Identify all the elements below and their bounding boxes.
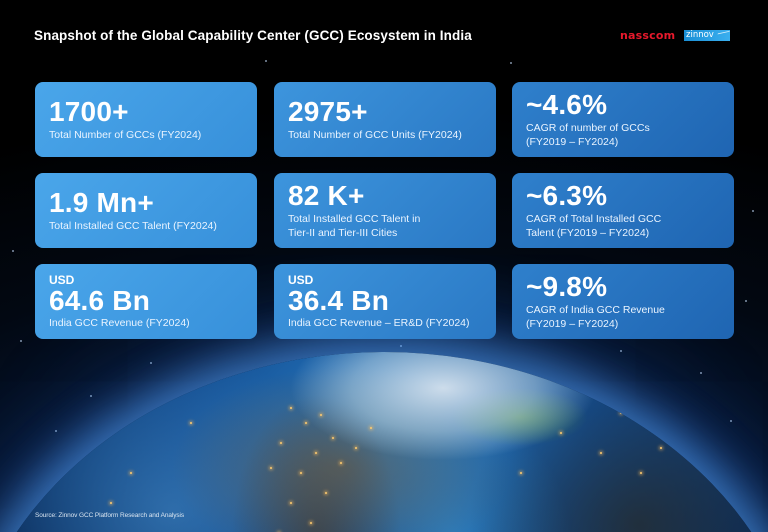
stat-value: ~6.3% — [526, 180, 608, 211]
stat-card-installed-talent: 1.9 Mn+ Total Installed GCC Talent (FY20… — [35, 173, 257, 248]
stat-label-line: CAGR of India GCC Revenue — [526, 304, 665, 316]
earth-image — [0, 352, 768, 532]
page-title: Snapshot of the Global Capability Center… — [34, 28, 472, 43]
zinnov-logo-text: zinnov — [686, 30, 714, 40]
stat-value: ~9.8% — [526, 271, 608, 302]
city-lights — [0, 352, 768, 532]
stat-label-line: CAGR of number of GCCs — [526, 122, 650, 134]
stat-label: Total Installed GCC Talent (FY2024) — [49, 220, 217, 232]
stat-label: CAGR of number of GCCs (FY2019 – FY2024) — [526, 121, 720, 149]
stat-label-line: (FY2019 – FY2024) — [526, 136, 619, 148]
stat-card-cagr-gccs: ~4.6% CAGR of number of GCCs (FY2019 – F… — [512, 82, 734, 157]
stat-value: 36.4 Bn — [288, 284, 389, 316]
stat-card-gcc-revenue: USD 64.6 Bn India GCC Revenue (FY2024) — [35, 264, 257, 339]
stat-label: Total Number of GCC Units (FY2024) — [288, 129, 462, 141]
stat-label: CAGR of Total Installed GCC Talent (FY20… — [526, 212, 720, 240]
stat-label: Total Installed GCC Talent in Tier-II an… — [288, 212, 482, 240]
stat-card-cagr-revenue: ~9.8% CAGR of India GCC Revenue (FY2019 … — [512, 264, 734, 339]
stat-value: 64.6 Bn — [49, 284, 150, 316]
stat-label-line: Total Installed GCC Talent in — [288, 213, 421, 225]
stat-label: India GCC Revenue (FY2024) — [49, 316, 190, 329]
stat-label: CAGR of India GCC Revenue (FY2019 – FY20… — [526, 303, 720, 331]
source-note: Source: Zinnov GCC Platform Research and… — [35, 512, 184, 519]
stat-label-line: Tier-II and Tier-III Cities — [288, 227, 398, 239]
stat-value: 1.9 Mn+ — [49, 187, 154, 218]
stat-card-tier2-tier3-talent: 82 K+ Total Installed GCC Talent in Tier… — [274, 173, 496, 248]
stat-label-line: Talent (FY2019 – FY2024) — [526, 227, 650, 239]
stat-card-erd-revenue: USD 36.4 Bn India GCC Revenue – ER&D (FY… — [274, 264, 496, 339]
stat-label: Total Number of GCCs (FY2024) — [49, 129, 202, 141]
stat-label: India GCC Revenue – ER&D (FY2024) — [288, 316, 470, 329]
stat-card-cagr-talent: ~6.3% CAGR of Total Installed GCC Talent… — [512, 173, 734, 248]
nasscom-logo: nasscom — [620, 29, 676, 42]
stat-value: 2975+ — [288, 96, 368, 127]
stat-card-total-gccs: 1700+ Total Number of GCCs (FY2024) — [35, 82, 257, 157]
stat-currency-prefix: USD — [49, 272, 75, 287]
stat-card-total-gcc-units: 2975+ Total Number of GCC Units (FY2024) — [274, 82, 496, 157]
stat-label-line: CAGR of Total Installed GCC — [526, 213, 662, 225]
stat-currency-prefix: USD — [288, 272, 314, 287]
stat-label-line: (FY2019 – FY2024) — [526, 318, 619, 330]
zinnov-logo: zinnov — [684, 30, 730, 41]
stat-value: 82 K+ — [288, 180, 365, 211]
stat-value: ~4.6% — [526, 89, 608, 120]
header: Snapshot of the Global Capability Center… — [0, 0, 768, 70]
stat-value: 1700+ — [49, 96, 129, 127]
